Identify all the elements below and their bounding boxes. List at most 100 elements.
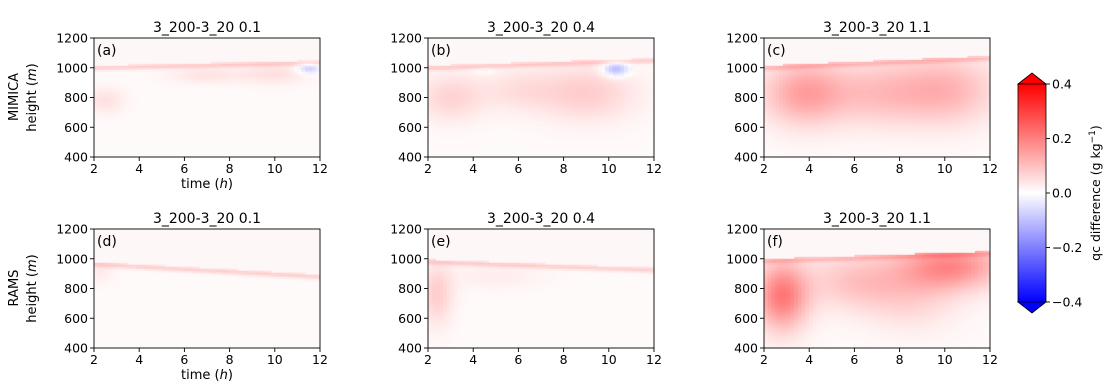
x-tick-label: 2 [760,352,768,367]
x-tick-label: 12 [312,161,328,176]
colorbar-tick-label: 0.4 [1052,77,1072,92]
colorbar-gradient [1017,83,1047,303]
x-tick-label: 6 [850,352,858,367]
x-tick-label: 8 [560,352,568,367]
x-tick-label: 6 [850,161,858,176]
y-tick-label: 1200 [726,31,758,46]
colorbar-extend-bottom [1016,301,1048,314]
y-axis-label: height (m) [25,63,40,131]
x-tick-label: 6 [180,161,188,176]
x-tick-label: 10 [267,352,283,367]
heatmap-field [94,229,320,348]
y-tick-label: 1000 [726,251,758,266]
y-tick-label: 400 [734,341,758,356]
y-tick-label: 800 [734,281,758,296]
y-tick-label: 1000 [390,251,422,266]
colorbar-tick-label: −0.4 [1052,295,1082,310]
x-tick-label: 2 [90,352,98,367]
panel-c: 2 4 6 8 10 12 400 600 800 1000 1200 3_200-3_20 1.1 (… [726,20,998,176]
y-tick-label: 400 [64,341,88,356]
heatmap-field [94,38,320,157]
y-tick-label: 400 [734,150,758,165]
y-tick-label: 1000 [56,60,88,75]
colorbar-label: qc difference (g kg−1) [1088,125,1103,261]
panel-d: 2 4 6 8 10 12 400 600 800 1000 1200 3_200-3_20 0.1 (… [25,211,328,383]
heatmap-field [764,229,990,348]
y-tick-label: 1200 [390,31,422,46]
y-tick-label: 1000 [56,251,88,266]
y-tick-label: 1200 [56,31,88,46]
panel-title: 3_200-3_20 0.4 [487,211,595,227]
panel-tag: (c) [767,43,786,59]
y-tick-label: 400 [64,150,88,165]
y-axis-label: height (m) [25,254,40,322]
x-tick-label: 8 [560,161,568,176]
panel-title: 3_200-3_20 0.4 [487,20,595,36]
panel-b: 2 4 6 8 10 12 400 600 800 1000 1200 3_200-3_20 0.4 (… [390,20,662,176]
x-tick-label: 6 [514,161,522,176]
y-tick-label: 400 [398,341,422,356]
colorbar-tick-label: 0.0 [1052,186,1072,201]
heatmap-panels: 2 4 6 8 10 12 400 600 800 1000 1200 3_200-3_20 0.1 (… [25,20,998,383]
y-tick-label: 600 [64,120,88,135]
y-tick-label: 800 [64,281,88,296]
x-tick-label: 4 [135,352,143,367]
x-tick-label: 6 [180,352,188,367]
colorbar: 0.4 0.2 0.0 −0.2 −0.4 qc difference (g kg−1) [1016,72,1103,314]
y-tick-label: 600 [734,311,758,326]
heatmap-field [428,229,654,348]
y-tick-label: 600 [398,120,422,135]
x-tick-label: 12 [646,161,662,176]
y-tick-label: 1200 [390,222,422,237]
panel-a: 2 4 6 8 10 12 400 600 800 1000 1200 3_200-3_20 0.1 (… [25,20,328,192]
colorbar-tick-label: −0.2 [1052,240,1082,255]
y-tick-label: 1000 [726,60,758,75]
y-tick-label: 800 [734,90,758,105]
x-tick-label: 10 [601,161,617,176]
x-tick-label: 6 [514,352,522,367]
x-tick-label: 8 [226,161,234,176]
colorbar-tick-label: 0.2 [1052,131,1072,146]
x-tick-label: 2 [90,161,98,176]
y-tick-label: 800 [64,90,88,105]
y-tick-label: 600 [398,311,422,326]
x-tick-label: 8 [226,352,234,367]
y-tick-label: 600 [64,311,88,326]
x-tick-label: 12 [982,161,998,176]
x-tick-label: 2 [424,161,432,176]
row-label-rams: RAMS [7,270,22,307]
panel-tag: (b) [431,43,451,59]
y-tick-label: 600 [734,120,758,135]
x-tick-label: 2 [760,161,768,176]
x-tick-label: 10 [601,352,617,367]
panel-title: 3_200-3_20 1.1 [823,211,931,227]
panel-title: 3_200-3_20 0.1 [153,20,261,36]
x-tick-label: 2 [424,352,432,367]
panel-f: 2 4 6 8 10 12 400 600 800 1000 1200 3_200-3_20 1.1 (… [726,211,998,367]
x-tick-label: 10 [937,352,953,367]
colorbar-extend-top [1016,72,1048,85]
y-tick-label: 800 [398,90,422,105]
x-tick-label: 4 [805,352,813,367]
panel-tag: (e) [431,234,451,250]
y-tick-label: 400 [398,150,422,165]
x-tick-label: 12 [646,352,662,367]
x-tick-label: 4 [135,161,143,176]
x-tick-label: 4 [469,352,477,367]
x-axis-label: time (h) [181,177,233,192]
y-tick-label: 1200 [726,222,758,237]
y-tick-label: 1200 [56,222,88,237]
x-tick-label: 4 [469,161,477,176]
row-label-mimica: MIMICA [7,73,22,121]
heatmap-field [764,38,990,157]
panel-tag: (a) [97,43,117,59]
x-tick-label: 8 [896,161,904,176]
x-tick-label: 8 [896,352,904,367]
x-tick-label: 4 [805,161,813,176]
panel-title: 3_200-3_20 0.1 [153,211,261,227]
x-tick-label: 12 [982,352,998,367]
panel-e: 2 4 6 8 10 12 400 600 800 1000 1200 3_200-3_20 0.4 (… [390,211,662,367]
panel-tag: (d) [97,234,117,250]
y-tick-label: 1000 [390,60,422,75]
